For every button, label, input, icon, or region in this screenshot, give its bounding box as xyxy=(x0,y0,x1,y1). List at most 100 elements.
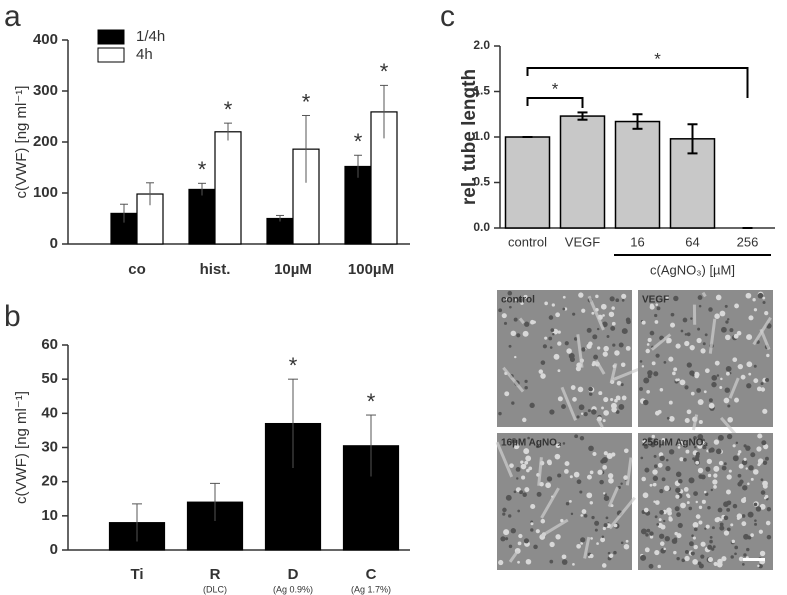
cell xyxy=(517,297,523,303)
cell xyxy=(730,555,734,559)
cell xyxy=(544,336,548,340)
cell xyxy=(510,330,517,337)
cell xyxy=(517,509,521,513)
cell xyxy=(761,440,767,446)
cell xyxy=(730,523,734,527)
cell xyxy=(704,527,707,530)
significance-mark: * xyxy=(224,97,233,122)
cell xyxy=(576,479,582,485)
cell xyxy=(683,457,687,462)
x-tick-label: D xyxy=(288,566,299,583)
cell xyxy=(549,559,554,564)
cell xyxy=(538,369,544,374)
cell xyxy=(692,559,698,565)
cell xyxy=(554,453,561,460)
cell xyxy=(603,492,606,495)
cell xyxy=(586,327,592,333)
cell xyxy=(509,305,512,309)
cell xyxy=(659,488,664,494)
cell xyxy=(602,419,606,423)
cell xyxy=(555,443,561,449)
cell xyxy=(748,315,754,321)
tube xyxy=(701,291,707,298)
cell xyxy=(757,433,763,439)
tube xyxy=(576,334,584,368)
cell xyxy=(659,533,665,539)
cell xyxy=(590,537,593,540)
cell xyxy=(518,533,523,539)
cell xyxy=(549,346,553,349)
x-tick-label: co xyxy=(128,261,146,278)
tube xyxy=(752,316,772,346)
cell xyxy=(597,469,603,475)
cell xyxy=(728,469,732,473)
cell xyxy=(535,444,540,449)
cell xyxy=(653,371,659,377)
cell xyxy=(533,544,538,550)
error-bar xyxy=(366,414,376,477)
cell xyxy=(732,455,739,462)
cell xyxy=(673,367,678,372)
cell xyxy=(732,357,738,363)
cell xyxy=(606,453,613,460)
cell xyxy=(514,355,517,359)
tube xyxy=(508,550,520,563)
cell xyxy=(513,490,517,494)
cell xyxy=(655,303,659,306)
x-tick-label: hist. xyxy=(200,261,231,278)
error-bar xyxy=(288,378,298,468)
cell xyxy=(618,342,624,348)
cell xyxy=(763,444,769,450)
cell xyxy=(705,524,710,529)
cell xyxy=(663,547,666,551)
cell xyxy=(741,563,745,566)
cell xyxy=(723,515,729,521)
cell xyxy=(758,529,763,534)
tube xyxy=(495,441,514,478)
cell xyxy=(557,396,563,402)
cell xyxy=(682,317,688,323)
cell xyxy=(756,446,762,452)
cell xyxy=(734,552,737,556)
cell xyxy=(618,404,625,410)
cell xyxy=(596,542,599,545)
cell xyxy=(684,549,689,554)
cell xyxy=(511,438,517,444)
cell xyxy=(712,479,718,485)
cell xyxy=(726,433,733,440)
cell xyxy=(766,353,770,358)
cell xyxy=(675,494,680,499)
cell xyxy=(555,312,561,318)
cell xyxy=(686,332,691,337)
cell xyxy=(511,401,515,405)
cell xyxy=(713,439,720,445)
cell xyxy=(577,386,584,393)
cell xyxy=(539,481,544,487)
micrograph: 16µM AgNO₃ xyxy=(495,433,636,570)
cell xyxy=(740,374,746,380)
cell xyxy=(664,536,670,542)
x-tick-label: C xyxy=(366,566,377,583)
cell xyxy=(736,513,743,519)
cell xyxy=(708,448,713,453)
cell xyxy=(675,487,681,493)
y-tick-label: 0.0 xyxy=(473,220,490,234)
cell xyxy=(536,491,542,497)
cell xyxy=(714,313,720,319)
cell xyxy=(700,541,706,547)
cell xyxy=(668,400,673,405)
cell xyxy=(690,391,695,396)
cell xyxy=(514,298,518,302)
cell xyxy=(652,469,658,475)
cell xyxy=(648,563,654,569)
cell xyxy=(684,340,690,347)
cell xyxy=(608,311,615,318)
cell xyxy=(505,297,509,301)
cell xyxy=(580,514,584,517)
cell xyxy=(671,538,678,544)
cell xyxy=(620,362,626,368)
cell xyxy=(653,454,657,458)
cell xyxy=(581,509,587,514)
legend-label: 4h xyxy=(136,46,153,63)
